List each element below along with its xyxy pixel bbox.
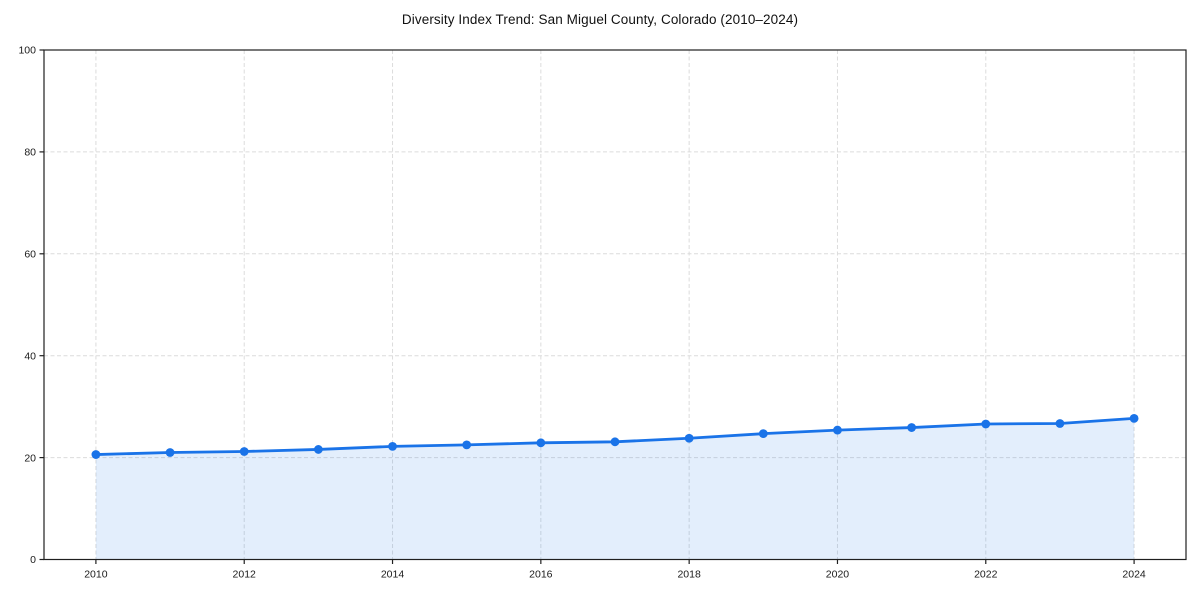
x-tick-label: 2024 xyxy=(1122,569,1146,581)
chart-title: Diversity Index Trend: San Miguel County… xyxy=(401,12,799,27)
data-point xyxy=(1055,419,1065,428)
data-point xyxy=(388,441,397,451)
data-point xyxy=(610,437,620,447)
plot-frame xyxy=(43,49,1187,561)
y-tick-label: 40 xyxy=(24,350,36,362)
x-tick-label: 2016 xyxy=(529,569,553,581)
data-point xyxy=(758,429,768,439)
x-tick-label: 2010 xyxy=(84,569,108,581)
x-tick-label: 2020 xyxy=(826,569,850,581)
x-tick-label: 2014 xyxy=(381,569,405,581)
data-point xyxy=(1129,413,1139,423)
series-area xyxy=(95,418,1135,560)
data-point xyxy=(462,440,472,450)
data-point xyxy=(239,447,249,456)
data-point xyxy=(981,419,991,429)
data-point xyxy=(165,448,175,457)
y-tick-label: 100 xyxy=(18,45,36,57)
data-point xyxy=(91,450,101,459)
data-point xyxy=(536,438,546,448)
data-point xyxy=(907,423,917,432)
data-point xyxy=(833,425,842,435)
y-tick-label: 0 xyxy=(30,554,36,566)
x-tick-label: 2018 xyxy=(677,569,701,581)
y-tick-label: 20 xyxy=(24,452,36,464)
y-tick-label: 60 xyxy=(24,249,36,261)
x-tick-label: 2012 xyxy=(233,569,257,581)
data-point xyxy=(684,433,694,443)
x-tick-label: 2022 xyxy=(974,569,998,581)
y-tick-label: 80 xyxy=(24,147,36,159)
data-point xyxy=(313,445,323,454)
